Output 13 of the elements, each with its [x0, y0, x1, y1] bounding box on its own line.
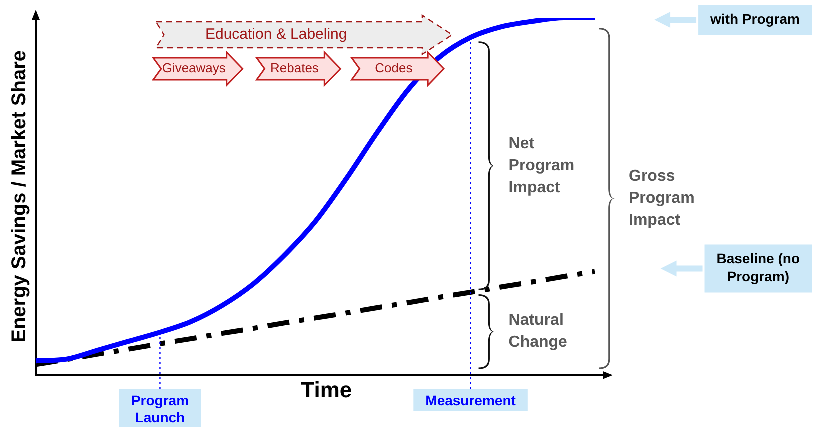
- y-axis-title: Energy Savings / Market Share: [8, 50, 31, 343]
- annotation: Rebates: [270, 60, 320, 76]
- annotation: Natural Change: [508, 312, 568, 352]
- x-tick-label: Measurement: [426, 392, 516, 409]
- text: Baseline (no Program): [716, 250, 800, 285]
- text: with Program: [710, 10, 800, 27]
- annotation: Net Program Impact: [508, 135, 575, 196]
- text: Gross Program Impact: [629, 168, 695, 229]
- x-axis-title: Time: [301, 377, 352, 402]
- x-tick-label: Program Launch: [131, 392, 190, 426]
- annotation: Education & Labeling: [205, 26, 348, 43]
- annotation: Giveaways: [162, 60, 226, 76]
- annotation: Codes: [375, 60, 414, 76]
